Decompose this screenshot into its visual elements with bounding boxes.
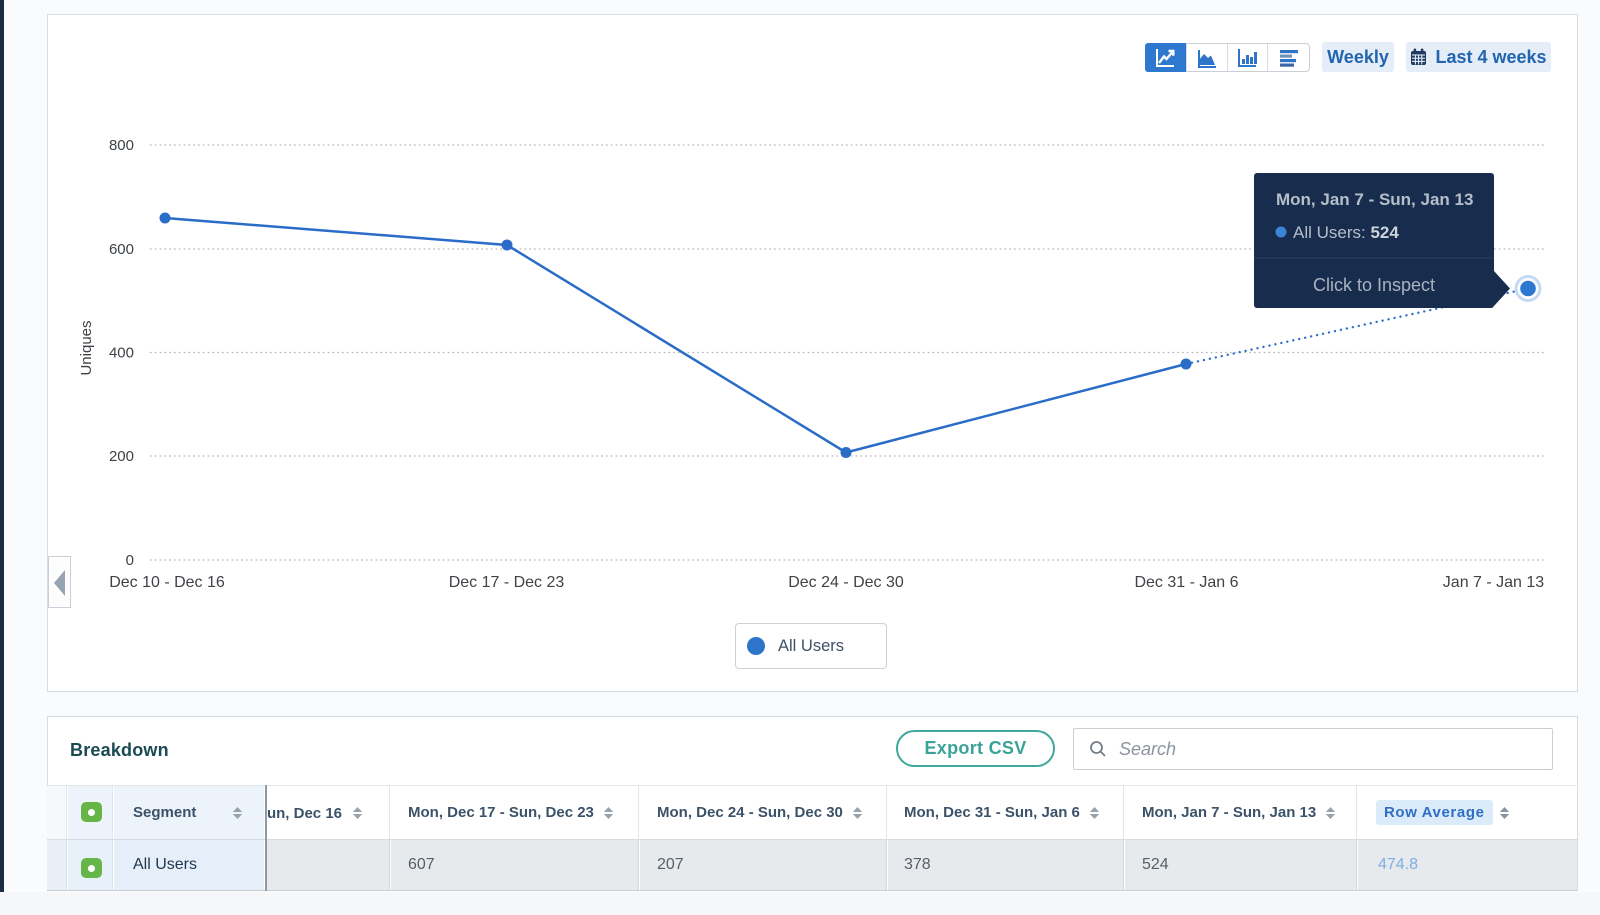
- svg-text:Dec 31 - Jan 6: Dec 31 - Jan 6: [1134, 574, 1238, 591]
- svg-text:400: 400: [109, 345, 134, 362]
- svg-text:Dec 24 - Dec 30: Dec 24 - Dec 30: [788, 574, 904, 591]
- svg-text:Mon, Jan 7 - Sun, Jan 13: Mon, Jan 7 - Sun, Jan 13: [1276, 190, 1473, 209]
- svg-text:Uniques: Uniques: [78, 320, 95, 375]
- svg-text:Dec 10 - Dec 16: Dec 10 - Dec 16: [109, 574, 225, 591]
- svg-text:0: 0: [126, 552, 134, 569]
- svg-text:Click to Inspect: Click to Inspect: [1313, 275, 1435, 295]
- svg-text:600: 600: [109, 241, 134, 258]
- svg-text:Dec 17 - Dec 23: Dec 17 - Dec 23: [449, 574, 565, 591]
- svg-text:All Users: 524: All Users: 524: [1293, 223, 1399, 242]
- svg-text:Jan 7 - Jan 13: Jan 7 - Jan 13: [1443, 574, 1545, 591]
- svg-text:200: 200: [109, 448, 134, 465]
- svg-text:800: 800: [109, 137, 134, 154]
